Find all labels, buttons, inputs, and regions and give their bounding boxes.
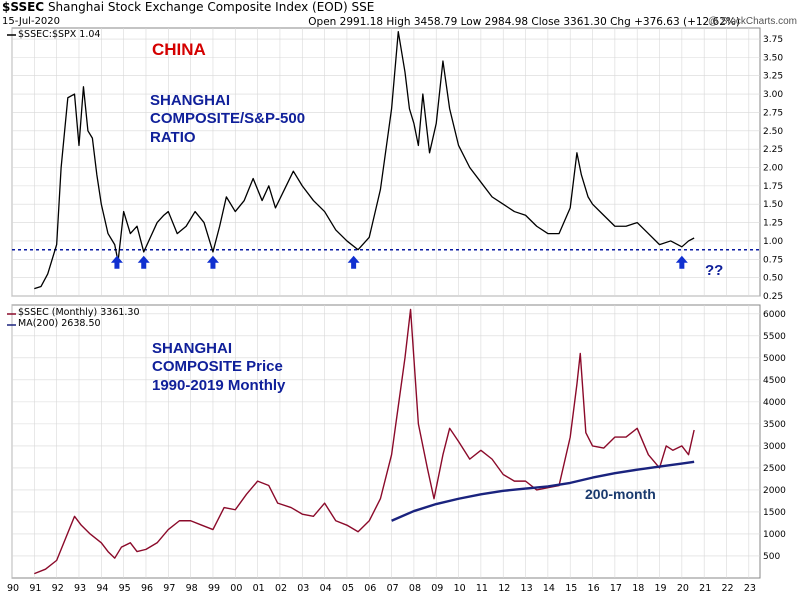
index-name: Shanghai Stock Exchange Composite Index … [47,0,375,14]
x-tick-label: 15 [565,583,577,594]
x-tick-label: 90 [7,583,19,594]
x-tick-label: 05 [342,583,354,594]
x-tick-label: 08 [409,583,421,594]
x-tick-label: 19 [655,583,667,594]
ratio-panel-frame [11,27,761,297]
x-tick-label: 09 [431,583,443,594]
x-tick-label: 95 [119,583,131,594]
price-title-line3: 1990-2019 Monthly [152,376,286,394]
ratio-y-tick-label: 3.50 [763,53,783,63]
x-tick-label: 01 [253,583,265,594]
x-tick-label: 92 [52,583,64,594]
ratio-title-line2: COMPOSITE/S&P-500 [150,110,306,128]
x-tick-label: 23 [744,583,756,594]
support-arrow [206,255,219,269]
price-y-tick-label: 6000 [763,310,786,320]
ratio-title: SHANGHAI COMPOSITE/S&P-500 RATIO [150,92,305,147]
price-title-line2: COMPOSITE Price [152,358,283,376]
price-y-tick-label: 2500 [763,464,786,474]
question-marks: ?? [705,262,724,279]
price-y-tick-label: 500 [763,552,780,562]
ma-legend: MA(200) 2638.50 [18,318,101,329]
x-tick-label: 02 [275,583,287,594]
ratio-y-tick-label: 3.25 [763,72,783,82]
x-tick-label: 06 [364,583,376,594]
x-tick-label: 11 [476,583,488,594]
x-tick-label: 93 [74,583,86,594]
ratio-title-line1: SHANGHAI [150,92,231,109]
x-tick-label: 03 [297,583,309,594]
price-legend: $SSEC (Monthly) 3361.30 [18,307,140,318]
price-y-tick-label: 4000 [763,398,786,408]
ratio-y-tick-label: 2.50 [763,127,783,137]
x-tick-label: 96 [141,583,153,594]
ratio-y-tick-label: 3.75 [763,35,783,45]
price-y-tick-label: 5500 [763,332,786,342]
price-title-line1: SHANGHAI [152,340,233,357]
ma-label: 200-month [585,486,656,502]
ratio-y-tick-label: 0.75 [763,255,783,265]
support-arrow [347,255,360,269]
price-y-tick-label: 4500 [763,376,786,386]
x-tick-label: 91 [29,583,41,594]
price-title: SHANGHAI COMPOSITE Price 1990-2019 Month… [152,340,285,395]
x-tick-label: 04 [320,583,332,594]
brand-watermark: @ StockCharts.com [707,16,797,27]
price-y-tick-label: 2000 [763,486,786,496]
ratio-series-line [34,31,695,290]
country-label: CHINA [152,40,206,59]
x-tick-label: 12 [498,583,510,594]
support-arrow [110,255,123,269]
x-tick-label: 97 [163,583,175,594]
price-series-line [34,308,695,575]
ohlc-readout: Open 2991.18 High 3458.79 Low 2984.98 Cl… [308,16,740,28]
price-y-tick-label: 5000 [763,354,786,364]
price-panel-frame [11,304,761,579]
ratio-y-tick-label: 1.75 [763,182,783,192]
x-tick-label: 99 [208,583,220,594]
ratio-y-tick-label: 2.00 [763,164,783,174]
chart-header: $SSEC Shanghai Stock Exchange Composite … [2,0,374,14]
x-tick-label: 18 [632,583,644,594]
x-tick-label: 17 [610,583,622,594]
price-y-tick-label: 1500 [763,508,786,518]
x-tick-label: 22 [722,583,734,594]
support-arrow [675,255,688,269]
x-tick-label: 13 [521,583,533,594]
ratio-y-tick-label: 0.25 [763,292,783,302]
ratio-legend: $SSEC:$SPX 1.04 [18,29,101,40]
ratio-y-tick-label: 3.00 [763,90,783,100]
x-tick-label: 94 [96,583,108,594]
x-tick-label: 21 [699,583,711,594]
price-y-tick-label: 1000 [763,530,786,540]
support-arrow [137,255,150,269]
ratio-y-tick-label: 1.25 [763,219,783,229]
ratio-y-tick-label: 1.00 [763,237,783,247]
x-tick-label: 10 [454,583,466,594]
ma-series-line [391,460,695,522]
x-tick-label: 98 [186,583,198,594]
symbol: $SSEC [2,0,45,14]
x-tick-label: 14 [543,583,555,594]
x-tick-label: 07 [387,583,399,594]
ratio-y-tick-label: 2.25 [763,145,783,155]
ratio-title-line3: RATIO [150,128,196,146]
ratio-y-tick-label: 1.50 [763,200,783,210]
price-y-tick-label: 3500 [763,420,786,430]
chart-date: 15-Jul-2020 [2,16,61,27]
ratio-y-tick-label: 0.50 [763,274,783,284]
x-tick-label: 16 [588,583,600,594]
x-tick-label: 00 [230,583,242,594]
ratio-y-tick-label: 2.75 [763,108,783,118]
x-tick-label: 20 [677,583,689,594]
price-y-tick-label: 3000 [763,442,786,452]
